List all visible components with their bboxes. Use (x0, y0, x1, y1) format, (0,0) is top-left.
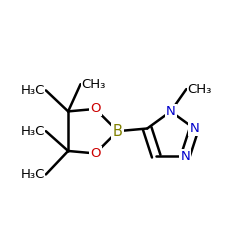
Text: N: N (180, 150, 190, 163)
Text: H₃C: H₃C (20, 125, 45, 138)
Text: N: N (166, 105, 175, 118)
Text: O: O (90, 147, 101, 160)
Text: B: B (113, 124, 122, 139)
Text: O: O (90, 102, 101, 116)
Text: CH₃: CH₃ (188, 83, 212, 96)
Text: N: N (189, 122, 199, 135)
Text: H₃C: H₃C (20, 168, 45, 181)
Text: CH₃: CH₃ (82, 78, 106, 91)
Text: H₃C: H₃C (20, 84, 45, 97)
